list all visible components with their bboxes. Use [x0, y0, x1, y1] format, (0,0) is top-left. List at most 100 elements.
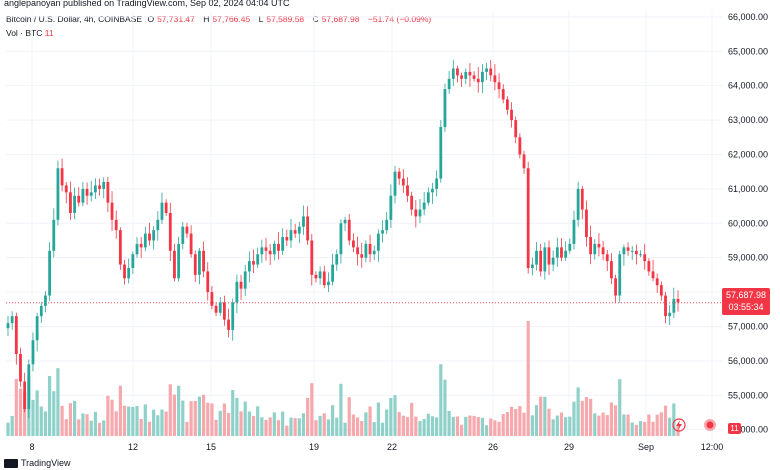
candle-body: [198, 250, 201, 275]
volume-bar: [152, 409, 156, 436]
volume-bar: [60, 405, 64, 436]
volume-bar: [526, 321, 530, 436]
volume-bar: [447, 410, 451, 436]
volume-bar: [247, 411, 251, 436]
candle-body: [493, 75, 497, 83]
volume-bar: [52, 391, 56, 436]
candle-body: [310, 240, 314, 275]
candle-body: [173, 250, 176, 279]
candle-body: [318, 271, 322, 279]
candle-body: [227, 319, 230, 330]
volume-bar: [185, 421, 189, 436]
volume-bar: [339, 383, 343, 436]
volume-bar: [347, 397, 351, 436]
candle-body: [489, 68, 493, 76]
candle-body: [418, 209, 422, 217]
volume-bar: [318, 415, 322, 436]
candle-body: [481, 71, 484, 83]
candle-body: [131, 254, 135, 268]
candle-body: [110, 202, 114, 220]
price-tick-label: 66,000.00: [728, 12, 768, 22]
time-tick-label: 8: [29, 442, 34, 452]
candle-body: [168, 212, 172, 251]
currency-icon: [704, 419, 716, 431]
volume-bar: [160, 409, 164, 436]
volume-bar: [56, 368, 60, 436]
brand-name: TradingView: [21, 458, 71, 468]
volume-bar: [143, 404, 147, 436]
volume-bar: [397, 412, 401, 436]
volume-bar: [497, 421, 501, 436]
publisher-line: anglepanoyan published on TradingView.co…: [4, 0, 290, 8]
symbol-title[interactable]: Bitcoin / U.S. Dollar, 4h, COINBASE: [6, 14, 143, 24]
volume-bar: [663, 405, 668, 436]
candle-body: [10, 316, 14, 324]
volume-label[interactable]: Vol · BTC: [6, 28, 43, 38]
volume-bar: [193, 401, 197, 436]
low-label: L: [258, 14, 264, 24]
candle-body: [81, 188, 85, 203]
candle-body: [376, 233, 380, 251]
candle-body: [431, 188, 434, 193]
volume-bar: [48, 375, 52, 436]
candle-body: [668, 312, 672, 317]
last-price-tag: 57,687.98 03:55:34: [722, 288, 770, 315]
candle-body: [152, 230, 156, 241]
volume-bars: [6, 321, 680, 436]
candle-body: [643, 254, 647, 262]
candle-body: [364, 243, 368, 258]
candle-body: [406, 185, 409, 196]
time-tick-label: 12: [128, 442, 138, 452]
volume-bar: [218, 410, 222, 436]
volume-bar: [39, 406, 43, 436]
candle-body: [610, 261, 613, 279]
candle-body: [123, 264, 126, 279]
volume-bar: [314, 420, 318, 436]
volume-bar: [522, 412, 526, 436]
volume-bar: [335, 417, 339, 436]
volume-bar: [355, 417, 360, 436]
volume-bar: [618, 379, 622, 436]
candle-body: [389, 195, 393, 220]
volume-bar: [6, 422, 10, 436]
volume-bar: [326, 419, 331, 436]
candle-body: [264, 247, 268, 251]
volume-bar: [443, 379, 447, 436]
candle-body: [164, 202, 168, 213]
candle-body: [260, 247, 264, 255]
candle-body: [539, 250, 543, 272]
last-price-value: 57,687.98: [725, 290, 767, 300]
low-value: 57,589.58: [266, 14, 305, 24]
volume-bar: [368, 406, 372, 436]
volume-bar: [189, 401, 193, 436]
volume-bar: [206, 402, 210, 436]
volume-bar: [559, 412, 564, 436]
volume-bar: [239, 411, 243, 436]
volume-bar: [426, 413, 430, 436]
candle-body: [69, 192, 72, 213]
candle-body: [23, 381, 27, 410]
volume-bar: [630, 422, 634, 436]
candle-body: [397, 171, 401, 179]
volume-bar: [460, 424, 464, 436]
volume-bar: [68, 403, 73, 436]
bolt-icon[interactable]: [672, 418, 686, 432]
candle-body: [368, 243, 372, 255]
candle-body: [381, 230, 384, 234]
candle-body: [505, 99, 509, 110]
volume-bar: [177, 385, 181, 436]
candle-body: [93, 185, 97, 193]
volume-bar: [168, 384, 172, 436]
volume-bar: [131, 406, 135, 436]
price-tick-label: 60,000.00: [728, 218, 768, 228]
candle-body: [268, 250, 272, 255]
volume-bar: [122, 405, 127, 436]
volume-bar: [135, 406, 139, 436]
candle-body: [585, 209, 588, 238]
volume-bar: [568, 416, 572, 436]
volume-bar: [97, 422, 102, 436]
candle-body: [472, 75, 476, 79]
volume-bar: [106, 395, 110, 436]
candle-body: [135, 243, 139, 255]
